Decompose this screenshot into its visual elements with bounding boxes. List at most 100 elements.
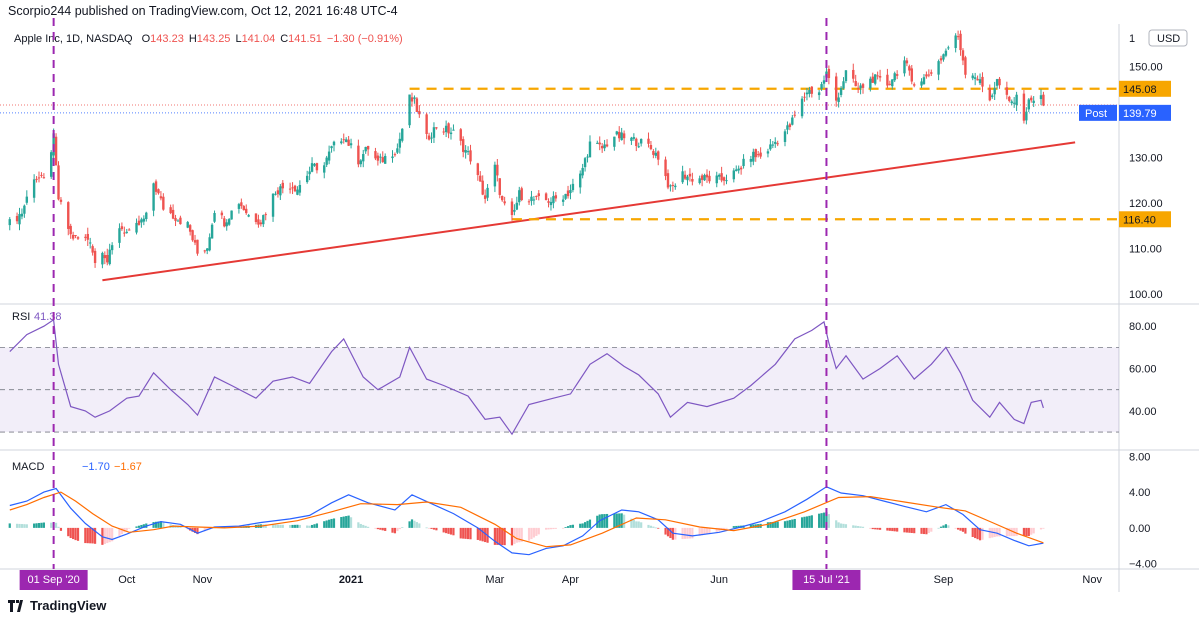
- candle-body[interactable]: [342, 139, 345, 141]
- candle-body[interactable]: [981, 76, 984, 87]
- candle-body[interactable]: [315, 163, 319, 171]
- candle-body[interactable]: [518, 190, 521, 203]
- candle-body[interactable]: [54, 136, 58, 166]
- candle-body[interactable]: [639, 138, 643, 144]
- candle-body[interactable]: [135, 222, 138, 233]
- candle-body[interactable]: [598, 142, 601, 145]
- candle-body[interactable]: [669, 185, 672, 187]
- candle-body[interactable]: [69, 225, 72, 235]
- candle-body[interactable]: [347, 139, 350, 146]
- candle-body[interactable]: [245, 208, 248, 214]
- candle-body[interactable]: [874, 74, 877, 84]
- candle-body[interactable]: [783, 131, 787, 142]
- candle-body[interactable]: [462, 139, 465, 152]
- candle-body[interactable]: [310, 163, 314, 172]
- candle-body[interactable]: [925, 74, 928, 77]
- candle-body[interactable]: [703, 175, 706, 181]
- candle-body[interactable]: [430, 137, 433, 139]
- candle-body[interactable]: [725, 180, 728, 182]
- candle-body[interactable]: [206, 248, 209, 251]
- candle-body[interactable]: [340, 141, 343, 144]
- candle-body[interactable]: [223, 218, 226, 227]
- candle-body[interactable]: [408, 94, 411, 126]
- candle-body[interactable]: [854, 80, 857, 87]
- candle-body[interactable]: [998, 78, 1001, 86]
- candle-body[interactable]: [630, 137, 633, 141]
- candle-body[interactable]: [635, 138, 638, 147]
- candle-body[interactable]: [708, 175, 711, 182]
- candle-body[interactable]: [908, 66, 911, 71]
- candle-body[interactable]: [808, 90, 811, 94]
- candle-body[interactable]: [71, 234, 75, 239]
- candle-body[interactable]: [110, 245, 114, 251]
- candle-body[interactable]: [137, 220, 141, 225]
- candle-body[interactable]: [374, 151, 377, 159]
- candle-body[interactable]: [357, 145, 360, 165]
- candle-body[interactable]: [869, 78, 872, 89]
- candle-body[interactable]: [364, 146, 367, 152]
- candle-body[interactable]: [971, 75, 974, 79]
- candle-body[interactable]: [425, 114, 428, 135]
- candle-body[interactable]: [479, 175, 482, 182]
- candle-body[interactable]: [810, 86, 814, 94]
- candle-body[interactable]: [140, 219, 143, 223]
- candle-body[interactable]: [544, 193, 548, 201]
- candle-body[interactable]: [654, 152, 657, 156]
- candle-body[interactable]: [220, 212, 224, 216]
- candle-body[interactable]: [444, 125, 448, 133]
- candle-body[interactable]: [464, 150, 467, 153]
- candle-body[interactable]: [1005, 87, 1009, 95]
- candle-body[interactable]: [742, 158, 745, 167]
- candle-body[interactable]: [186, 222, 189, 228]
- candle-body[interactable]: [76, 237, 80, 239]
- candle-body[interactable]: [1008, 96, 1011, 101]
- candle-body[interactable]: [376, 155, 380, 161]
- candle-body[interactable]: [469, 150, 472, 162]
- candle-body[interactable]: [749, 158, 753, 162]
- candle-body[interactable]: [859, 85, 862, 89]
- candle-body[interactable]: [8, 219, 11, 226]
- candle-body[interactable]: [756, 154, 760, 156]
- candle-body[interactable]: [359, 160, 363, 165]
- candle-body[interactable]: [281, 182, 284, 189]
- candle-body[interactable]: [513, 209, 516, 212]
- candle-body[interactable]: [752, 151, 755, 162]
- candle-body[interactable]: [208, 237, 211, 251]
- candle-body[interactable]: [552, 196, 555, 204]
- candle-body[interactable]: [323, 165, 326, 173]
- candle-body[interactable]: [715, 175, 718, 184]
- candle-body[interactable]: [210, 224, 214, 239]
- candle-body[interactable]: [145, 212, 148, 220]
- candle-body[interactable]: [903, 60, 906, 74]
- candle-body[interactable]: [817, 92, 821, 96]
- candle-body[interactable]: [895, 74, 899, 76]
- candle-body[interactable]: [142, 218, 146, 222]
- candle-body[interactable]: [152, 183, 155, 211]
- candle-body[interactable]: [1027, 99, 1030, 110]
- candle-body[interactable]: [827, 68, 831, 79]
- candle-body[interactable]: [1039, 95, 1043, 100]
- candle-body[interactable]: [618, 131, 621, 139]
- candle-body[interactable]: [237, 204, 241, 209]
- candle-body[interactable]: [771, 144, 775, 146]
- candle-body[interactable]: [49, 152, 53, 177]
- candle-body[interactable]: [332, 141, 336, 146]
- candle-body[interactable]: [413, 97, 416, 99]
- candle-body[interactable]: [154, 181, 158, 192]
- candle-body[interactable]: [325, 157, 328, 165]
- candle-body[interactable]: [564, 193, 567, 199]
- candle-body[interactable]: [379, 156, 382, 158]
- candle-body[interactable]: [861, 84, 865, 88]
- candle-body[interactable]: [1022, 93, 1026, 121]
- candle-body[interactable]: [791, 117, 794, 125]
- candle-body[interactable]: [179, 217, 182, 225]
- candle-body[interactable]: [691, 178, 694, 182]
- candle-body[interactable]: [128, 229, 131, 231]
- candle-body[interactable]: [59, 199, 63, 202]
- candle-body[interactable]: [157, 189, 160, 194]
- candle-body[interactable]: [501, 196, 504, 201]
- candle-body[interactable]: [620, 132, 623, 141]
- candle-body[interactable]: [886, 74, 889, 86]
- candle-body[interactable]: [118, 228, 121, 243]
- candle-body[interactable]: [276, 190, 280, 195]
